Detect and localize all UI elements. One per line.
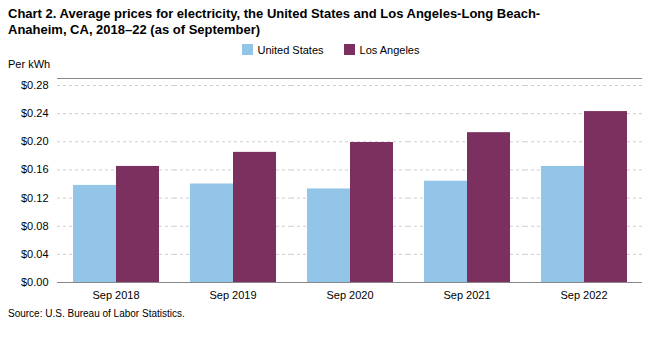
svg-text:Sep 2021: Sep 2021 [443, 289, 490, 301]
svg-text:Sep 2022: Sep 2022 [560, 289, 607, 301]
svg-text:Sep 2018: Sep 2018 [92, 289, 139, 301]
svg-text:$0.24: $0.24 [21, 107, 49, 119]
svg-text:$0.28: $0.28 [21, 79, 49, 91]
svg-text:$0.16: $0.16 [21, 163, 49, 175]
html-text:United States: United States [257, 44, 324, 56]
html-text:Per kWh: Per kWh [8, 58, 51, 70]
svg-text:$0.04: $0.04 [21, 248, 49, 260]
html-text:Chart 2. Average prices for el: Chart 2. Average prices for electricity,… [8, 6, 541, 37]
svg-text:$0.08: $0.08 [21, 220, 49, 232]
svg-text:$0.12: $0.12 [21, 192, 49, 204]
svg-text:Sep 2020: Sep 2020 [326, 289, 373, 301]
svg-text:Sep 2019: Sep 2019 [209, 289, 256, 301]
svg-text:$0.00: $0.00 [21, 276, 49, 288]
html-text:Los Angeles: Los Angeles [359, 44, 420, 56]
svg-text:$0.20: $0.20 [21, 135, 49, 147]
html-text:Source: U.S. Bureau of Labor S: Source: U.S. Bureau of Labor Statistics. [8, 308, 185, 319]
